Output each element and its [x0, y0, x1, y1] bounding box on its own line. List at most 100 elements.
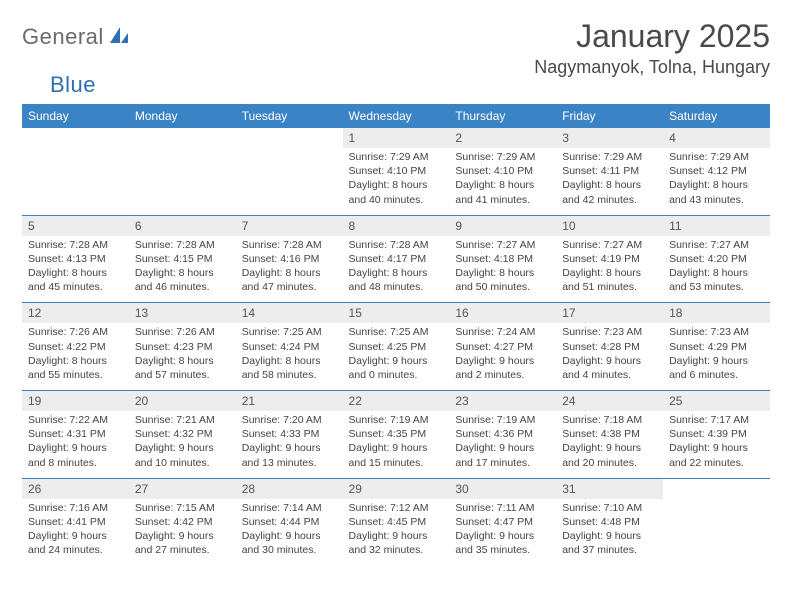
daylight-line-2: and 37 minutes. — [562, 543, 657, 557]
day-content-cell: Sunrise: 7:14 AMSunset: 4:44 PMDaylight:… — [236, 499, 343, 566]
day-number-cell: 22 — [343, 391, 450, 412]
sunrise-line: Sunrise: 7:10 AM — [562, 501, 657, 515]
sunset-line: Sunset: 4:42 PM — [135, 515, 230, 529]
day-number-cell — [22, 128, 129, 148]
daylight-line-2: and 55 minutes. — [28, 368, 123, 382]
day-content-cell — [236, 148, 343, 215]
daylight-line-2: and 17 minutes. — [455, 456, 550, 470]
sunset-line: Sunset: 4:28 PM — [562, 340, 657, 354]
daylight-line-1: Daylight: 8 hours — [455, 266, 550, 280]
sunrise-line: Sunrise: 7:15 AM — [135, 501, 230, 515]
daylight-line-1: Daylight: 8 hours — [242, 266, 337, 280]
day-content-cell: Sunrise: 7:16 AMSunset: 4:41 PMDaylight:… — [22, 499, 129, 566]
daylight-line-1: Daylight: 8 hours — [669, 266, 764, 280]
title-block: January 2025 Nagymanyok, Tolna, Hungary — [534, 18, 770, 78]
sunrise-line: Sunrise: 7:11 AM — [455, 501, 550, 515]
location-subtitle: Nagymanyok, Tolna, Hungary — [534, 57, 770, 78]
day-number-cell: 16 — [449, 303, 556, 324]
sunset-line: Sunset: 4:45 PM — [349, 515, 444, 529]
day-number-cell: 6 — [129, 215, 236, 236]
brand-text-general: General — [22, 24, 104, 50]
day-number-cell: 2 — [449, 128, 556, 148]
day-content-row: Sunrise: 7:22 AMSunset: 4:31 PMDaylight:… — [22, 411, 770, 478]
daylight-line-2: and 50 minutes. — [455, 280, 550, 294]
daylight-line-1: Daylight: 8 hours — [28, 354, 123, 368]
month-title: January 2025 — [534, 18, 770, 55]
sunset-line: Sunset: 4:35 PM — [349, 427, 444, 441]
sunrise-line: Sunrise: 7:17 AM — [669, 413, 764, 427]
daylight-line-2: and 43 minutes. — [669, 193, 764, 207]
daylight-line-2: and 45 minutes. — [28, 280, 123, 294]
sunrise-line: Sunrise: 7:25 AM — [242, 325, 337, 339]
daylight-line-2: and 46 minutes. — [135, 280, 230, 294]
daylight-line-1: Daylight: 9 hours — [242, 441, 337, 455]
weekday-header: Saturday — [663, 104, 770, 128]
daylight-line-1: Daylight: 8 hours — [28, 266, 123, 280]
daylight-line-1: Daylight: 9 hours — [562, 529, 657, 543]
daynum-row: 19202122232425 — [22, 391, 770, 412]
sunrise-line: Sunrise: 7:14 AM — [242, 501, 337, 515]
sunrise-line: Sunrise: 7:16 AM — [28, 501, 123, 515]
day-content-cell: Sunrise: 7:29 AMSunset: 4:11 PMDaylight:… — [556, 148, 663, 215]
sunrise-line: Sunrise: 7:28 AM — [28, 238, 123, 252]
weekday-header: Sunday — [22, 104, 129, 128]
day-content-cell: Sunrise: 7:28 AMSunset: 4:15 PMDaylight:… — [129, 236, 236, 303]
day-number-cell: 26 — [22, 478, 129, 499]
daylight-line-1: Daylight: 9 hours — [135, 529, 230, 543]
daylight-line-1: Daylight: 9 hours — [28, 529, 123, 543]
day-content-cell: Sunrise: 7:27 AMSunset: 4:18 PMDaylight:… — [449, 236, 556, 303]
daynum-row: 12131415161718 — [22, 303, 770, 324]
day-number-cell: 24 — [556, 391, 663, 412]
daylight-line-2: and 51 minutes. — [562, 280, 657, 294]
sunrise-line: Sunrise: 7:18 AM — [562, 413, 657, 427]
daylight-line-2: and 41 minutes. — [455, 193, 550, 207]
sunset-line: Sunset: 4:33 PM — [242, 427, 337, 441]
day-number-cell — [236, 128, 343, 148]
sunrise-line: Sunrise: 7:27 AM — [455, 238, 550, 252]
day-content-cell — [129, 148, 236, 215]
brand-text-blue: Blue — [50, 72, 96, 98]
calendar-body: 1234Sunrise: 7:29 AMSunset: 4:10 PMDayli… — [22, 128, 770, 565]
sunrise-line: Sunrise: 7:24 AM — [455, 325, 550, 339]
sunrise-line: Sunrise: 7:28 AM — [349, 238, 444, 252]
daylight-line-2: and 24 minutes. — [28, 543, 123, 557]
daylight-line-2: and 0 minutes. — [349, 368, 444, 382]
day-number-cell: 27 — [129, 478, 236, 499]
daylight-line-1: Daylight: 9 hours — [455, 354, 550, 368]
day-number-cell: 28 — [236, 478, 343, 499]
daylight-line-2: and 27 minutes. — [135, 543, 230, 557]
day-content-cell: Sunrise: 7:15 AMSunset: 4:42 PMDaylight:… — [129, 499, 236, 566]
day-content-cell: Sunrise: 7:29 AMSunset: 4:10 PMDaylight:… — [343, 148, 450, 215]
day-number-cell: 1 — [343, 128, 450, 148]
daylight-line-1: Daylight: 8 hours — [349, 178, 444, 192]
daylight-line-1: Daylight: 9 hours — [455, 529, 550, 543]
sunrise-line: Sunrise: 7:28 AM — [135, 238, 230, 252]
day-content-cell: Sunrise: 7:29 AMSunset: 4:12 PMDaylight:… — [663, 148, 770, 215]
day-number-cell: 9 — [449, 215, 556, 236]
daylight-line-2: and 15 minutes. — [349, 456, 444, 470]
day-content-cell: Sunrise: 7:20 AMSunset: 4:33 PMDaylight:… — [236, 411, 343, 478]
day-content-cell: Sunrise: 7:19 AMSunset: 4:35 PMDaylight:… — [343, 411, 450, 478]
day-content-cell: Sunrise: 7:29 AMSunset: 4:10 PMDaylight:… — [449, 148, 556, 215]
sunset-line: Sunset: 4:48 PM — [562, 515, 657, 529]
day-number-cell: 13 — [129, 303, 236, 324]
sunrise-line: Sunrise: 7:26 AM — [135, 325, 230, 339]
day-content-cell: Sunrise: 7:25 AMSunset: 4:24 PMDaylight:… — [236, 323, 343, 390]
daylight-line-2: and 8 minutes. — [28, 456, 123, 470]
day-number-cell: 18 — [663, 303, 770, 324]
day-number-cell: 21 — [236, 391, 343, 412]
sunset-line: Sunset: 4:31 PM — [28, 427, 123, 441]
daylight-line-2: and 58 minutes. — [242, 368, 337, 382]
sunset-line: Sunset: 4:19 PM — [562, 252, 657, 266]
sunset-line: Sunset: 4:44 PM — [242, 515, 337, 529]
sunset-line: Sunset: 4:32 PM — [135, 427, 230, 441]
sunset-line: Sunset: 4:22 PM — [28, 340, 123, 354]
daylight-line-2: and 48 minutes. — [349, 280, 444, 294]
sunset-line: Sunset: 4:12 PM — [669, 164, 764, 178]
daylight-line-2: and 57 minutes. — [135, 368, 230, 382]
daylight-line-1: Daylight: 9 hours — [669, 354, 764, 368]
day-number-cell: 31 — [556, 478, 663, 499]
sunrise-line: Sunrise: 7:25 AM — [349, 325, 444, 339]
day-number-cell: 20 — [129, 391, 236, 412]
day-content-cell: Sunrise: 7:25 AMSunset: 4:25 PMDaylight:… — [343, 323, 450, 390]
